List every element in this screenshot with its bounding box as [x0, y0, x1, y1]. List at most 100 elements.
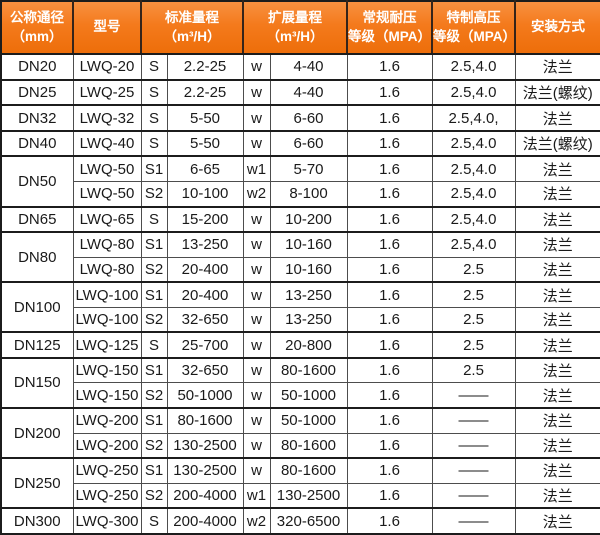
table-row: DN40 LWQ-40 S 5-50 w 6-60 1.6 2.5,4.0 法兰(螺纹)	[1, 129, 600, 157]
cell-installation: 法兰	[515, 104, 600, 131]
cell-std-range: 50-1000	[167, 382, 244, 409]
cell-ext-code: w	[243, 53, 271, 80]
cell-pressure-rating: 1.6	[347, 231, 433, 258]
cell-std-range: 32-650	[167, 306, 244, 333]
header-model: 型号	[73, 1, 142, 55]
cell-installation: 法兰	[515, 205, 600, 233]
cell-high-pressure-rating: 2.5	[432, 331, 516, 358]
cell-ext-range: 6-60	[270, 104, 348, 131]
cell-high-pressure-rating: ——	[432, 457, 516, 484]
cell-std-code: S	[141, 507, 168, 534]
cell-std-range: 5-50	[167, 104, 244, 131]
cell-model: LWQ-50	[73, 180, 142, 207]
cell-nominal-diameter: DN250	[1, 457, 74, 509]
cell-ext-range: 80-1600	[270, 432, 348, 459]
header-standard-range: 标准量程 （m³/H）	[141, 1, 244, 55]
cell-ext-range: 10-160	[270, 231, 348, 258]
cell-pressure-rating: 1.6	[347, 281, 433, 308]
cell-ext-range: 130-2500	[270, 482, 348, 509]
cell-std-range: 200-4000	[167, 482, 244, 509]
cell-ext-code: w	[243, 104, 271, 131]
cell-pressure-rating: 1.6	[347, 482, 433, 509]
cell-installation: 法兰	[515, 155, 600, 182]
cell-high-pressure-rating: ——	[432, 407, 516, 434]
cell-ext-range: 20-800	[270, 331, 348, 358]
cell-pressure-rating: 1.6	[347, 457, 433, 484]
cell-ext-code: w	[243, 129, 271, 157]
cell-pressure-rating: 1.6	[347, 256, 433, 283]
cell-high-pressure-rating: ——	[432, 507, 516, 534]
cell-nominal-diameter: DN25	[1, 78, 74, 106]
header-extended-range: 扩展量程 （m³/H）	[243, 1, 348, 55]
table-row: DN32 LWQ-32 S 5-50 w 6-60 1.6 2.5,4.0, 法兰	[1, 104, 600, 131]
cell-installation: 法兰	[515, 231, 600, 258]
table-row: DN80 LWQ-80 S1 13-250 w 10-160 1.6 2.5,4.0 法兰	[1, 231, 600, 283]
spec-table-body: DN20 LWQ-20 S 2.2-25 w 4-40 1.6 2.5,4.0 法兰 DN25 LW…	[1, 53, 600, 534]
cell-std-range: 6-65	[167, 155, 244, 182]
header-nominal-diameter: 公称通径 （mm）	[1, 1, 74, 55]
cell-installation: 法兰	[515, 482, 600, 509]
cell-installation: 法兰	[515, 356, 600, 383]
cell-installation: 法兰	[515, 331, 600, 358]
table-row: DN50 LWQ-50 S1 6-65 w1 5-70 1.6 2.5,4.0 法兰	[1, 155, 600, 207]
table-row: DN65 LWQ-65 S 15-200 w 10-200 1.6 2.5,4.0 法兰	[1, 205, 600, 233]
cell-model: LWQ-32	[73, 104, 142, 131]
table-row: DN100 LWQ-100 S1 20-400 w 13-250 1.6 2.5 法兰	[1, 281, 600, 333]
cell-ext-range: 10-160	[270, 256, 348, 283]
cell-std-code: S2	[141, 256, 168, 283]
table-row: LWQ-100 S2 32-650 w 13-250 1.6 2.5 法兰	[1, 306, 600, 333]
cell-ext-code: w	[243, 78, 271, 106]
cell-installation: 法兰	[515, 432, 600, 459]
table-row: DN250 LWQ-250 S1 130-2500 w 80-1600 1.6 —— 法兰	[1, 457, 600, 509]
cell-nominal-diameter: DN65	[1, 205, 74, 233]
cell-std-code: S2	[141, 382, 168, 409]
cell-model: LWQ-80	[73, 231, 142, 258]
cell-std-code: S2	[141, 180, 168, 207]
cell-installation: 法兰	[515, 180, 600, 207]
cell-std-range: 25-700	[167, 331, 244, 358]
cell-pressure-rating: 1.6	[347, 356, 433, 383]
cell-nominal-diameter: DN20	[1, 53, 74, 80]
cell-std-range: 20-400	[167, 281, 244, 308]
cell-high-pressure-rating: ——	[432, 382, 516, 409]
cell-model: LWQ-25	[73, 78, 142, 106]
cell-model: LWQ-50	[73, 155, 142, 182]
cell-ext-code: w	[243, 356, 271, 383]
cell-high-pressure-rating: 2.5,4.0	[432, 78, 516, 106]
cell-pressure-rating: 1.6	[347, 306, 433, 333]
table-row: LWQ-150 S2 50-1000 w 50-1000 1.6 —— 法兰	[1, 382, 600, 409]
cell-nominal-diameter: DN200	[1, 407, 74, 459]
cell-model: LWQ-200	[73, 407, 142, 434]
cell-installation: 法兰	[515, 457, 600, 484]
cell-pressure-rating: 1.6	[347, 104, 433, 131]
cell-ext-range: 13-250	[270, 306, 348, 333]
cell-nominal-diameter: DN300	[1, 507, 74, 534]
cell-installation: 法兰	[515, 53, 600, 80]
cell-model: LWQ-150	[73, 382, 142, 409]
cell-pressure-rating: 1.6	[347, 53, 433, 80]
cell-ext-range: 10-200	[270, 205, 348, 233]
cell-pressure-rating: 1.6	[347, 382, 433, 409]
cell-nominal-diameter: DN100	[1, 281, 74, 333]
cell-installation: 法兰	[515, 306, 600, 333]
cell-ext-code: w	[243, 407, 271, 434]
cell-ext-code: w	[243, 256, 271, 283]
cell-model: LWQ-20	[73, 53, 142, 80]
cell-model: LWQ-40	[73, 129, 142, 157]
header-pressure-rating: 常规耐压 等级（MPA）	[347, 1, 433, 55]
cell-ext-range: 320-6500	[270, 507, 348, 534]
cell-model: LWQ-65	[73, 205, 142, 233]
cell-pressure-rating: 1.6	[347, 507, 433, 534]
table-row: LWQ-200 S2 130-2500 w 80-1600 1.6 —— 法兰	[1, 432, 600, 459]
cell-ext-range: 4-40	[270, 53, 348, 80]
cell-ext-range: 80-1600	[270, 356, 348, 383]
cell-std-range: 20-400	[167, 256, 244, 283]
cell-ext-range: 8-100	[270, 180, 348, 207]
cell-high-pressure-rating: ——	[432, 482, 516, 509]
cell-std-code: S	[141, 129, 168, 157]
cell-installation: 法兰	[515, 256, 600, 283]
cell-ext-code: w	[243, 331, 271, 358]
cell-model: LWQ-100	[73, 306, 142, 333]
cell-pressure-rating: 1.6	[347, 78, 433, 106]
